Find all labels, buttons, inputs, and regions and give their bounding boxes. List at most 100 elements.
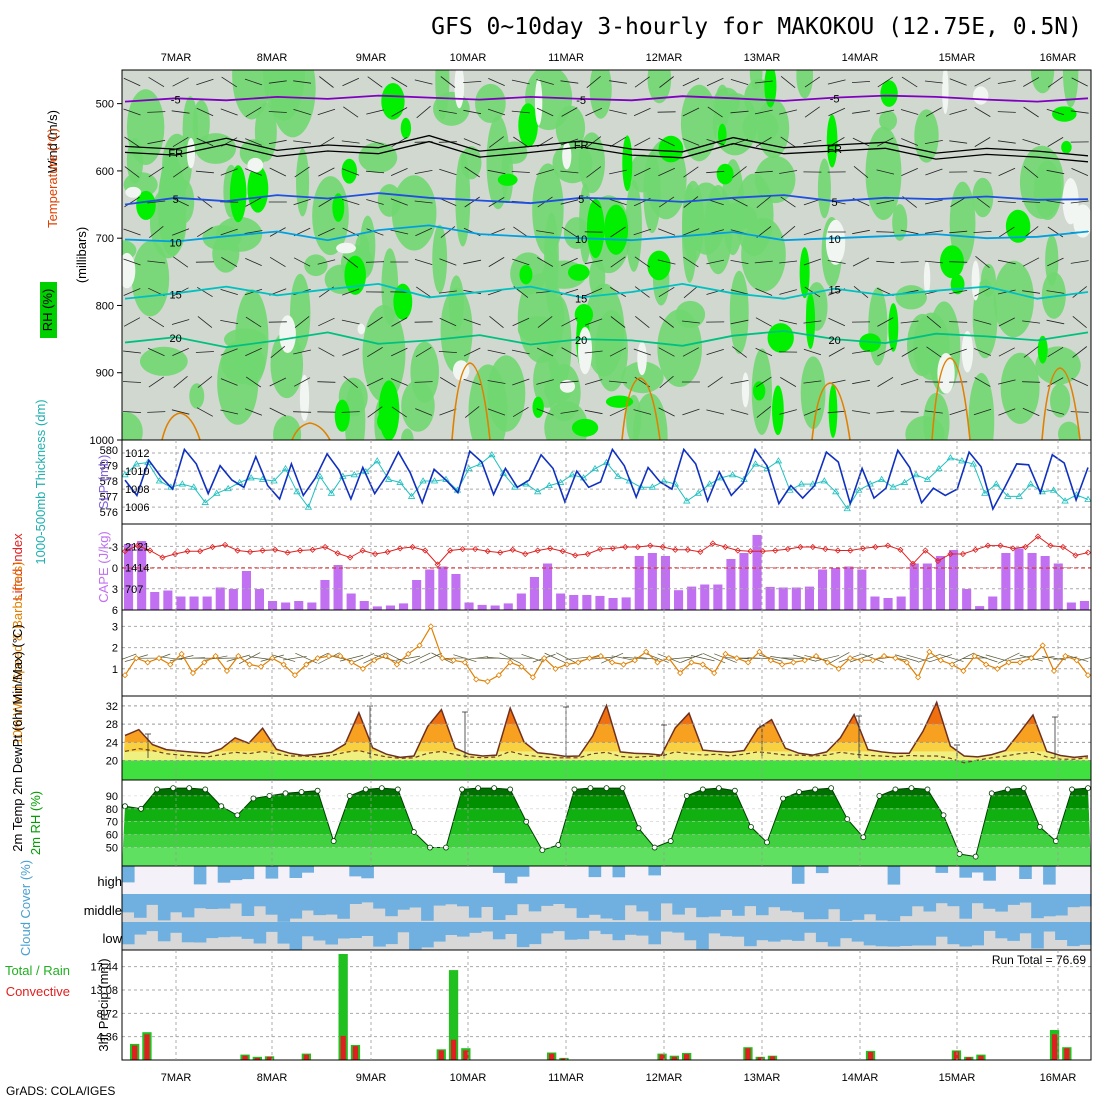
thickness-point xyxy=(591,464,599,472)
wind-barb xyxy=(924,260,943,264)
thickness-point xyxy=(637,483,645,490)
wind-barb xyxy=(610,256,626,268)
wind-barb xyxy=(876,109,895,115)
cloud-cell xyxy=(528,922,542,945)
wind-barb xyxy=(682,408,700,416)
wind-barb xyxy=(487,169,506,175)
cape-bar xyxy=(425,569,435,610)
wind-barb xyxy=(195,170,214,174)
wind-barb xyxy=(634,76,650,88)
lifted-index-point xyxy=(1022,543,1029,551)
cape-bar xyxy=(700,584,710,610)
cloud-cell xyxy=(588,894,602,915)
wind-barb xyxy=(386,652,408,664)
rh-patch xyxy=(892,204,908,241)
wind-barb xyxy=(827,260,846,264)
wind10m-point xyxy=(609,659,616,666)
wind-barb xyxy=(245,316,262,328)
wind-barb xyxy=(415,227,432,237)
wind-barb xyxy=(123,77,141,87)
cloud-cell xyxy=(145,922,159,932)
precip-convective-bar xyxy=(671,1056,677,1060)
thickness-point xyxy=(625,477,634,484)
wind10m-point xyxy=(529,674,536,681)
isotherm-label: FR xyxy=(827,144,842,156)
lifted-index-point xyxy=(622,543,629,551)
rh-patch-high xyxy=(377,410,394,432)
cloud-cell xyxy=(1055,922,1068,940)
isotherm-label: 5 xyxy=(578,194,584,206)
cloud-cell xyxy=(504,866,518,884)
wind-barb xyxy=(367,76,383,88)
rh-patch-high xyxy=(381,82,405,120)
thickness-point xyxy=(935,464,943,472)
wind-barb xyxy=(464,196,480,208)
millibars-label: (millibars) xyxy=(74,227,89,283)
wind-barb xyxy=(122,381,142,383)
date-label-bottom: 11MAR xyxy=(548,1072,584,1084)
wind-barb xyxy=(1076,657,1091,662)
cloud-cell xyxy=(540,922,554,934)
wind-barb xyxy=(220,289,238,295)
cape-bar xyxy=(150,592,160,610)
rh-patch xyxy=(680,84,718,162)
rh-patch xyxy=(1019,145,1064,219)
wind-barb xyxy=(561,107,578,117)
wind-barb xyxy=(343,106,359,118)
lifted-index-point xyxy=(359,547,366,554)
wind-barb xyxy=(1047,76,1063,88)
wind-barb xyxy=(803,348,822,356)
wind-barb xyxy=(815,655,840,662)
wind10m-point xyxy=(427,623,434,630)
wind-barb xyxy=(453,654,477,663)
wind-barb xyxy=(415,408,433,416)
wind10m-point xyxy=(461,659,468,666)
rh-patch-high xyxy=(568,264,590,281)
lifted-index-point xyxy=(184,548,191,555)
wind-barb xyxy=(172,136,189,148)
wind-barb xyxy=(171,319,190,325)
wind-barb xyxy=(852,229,870,235)
cape-bar xyxy=(412,580,422,610)
slp-tick-label: 1012 xyxy=(125,448,149,460)
wind-barb xyxy=(269,377,287,387)
wind-barb xyxy=(560,80,579,84)
lifted-index-point xyxy=(1072,552,1079,559)
precip-total-bar xyxy=(448,970,459,1060)
ytick-label: 700 xyxy=(96,233,114,245)
wind10m-point xyxy=(677,669,684,677)
wind10m-point xyxy=(201,659,208,666)
cloud-cell xyxy=(1007,922,1020,941)
cloud-cell xyxy=(265,922,279,932)
wind10m-point xyxy=(507,659,514,666)
rh-patch-high xyxy=(344,255,366,295)
wind-barb xyxy=(391,107,408,117)
wind-barb xyxy=(852,137,870,147)
wind-barb xyxy=(683,166,699,178)
precip-convective-bar xyxy=(684,1054,690,1060)
precip-total-bar xyxy=(338,954,348,1060)
cape-bar xyxy=(844,566,854,610)
rh-patch-dry xyxy=(562,142,572,170)
wind-barb xyxy=(730,260,749,264)
wind10m-point xyxy=(688,659,695,666)
temp-tick-label: 28 xyxy=(106,719,118,731)
wind10m-point xyxy=(665,655,672,662)
lifted-index-point xyxy=(672,546,679,553)
isotherm-label: 20 xyxy=(828,335,840,347)
wind-barb xyxy=(1046,409,1065,415)
wind-barb xyxy=(390,378,408,386)
wind-barb xyxy=(366,139,384,145)
wind-barb xyxy=(852,410,870,414)
panel-frame xyxy=(121,609,1092,697)
wind-barb xyxy=(924,140,943,144)
lifted-index-label: Lifted Index xyxy=(10,533,25,601)
thickness-point xyxy=(1004,492,1012,499)
wind-barb xyxy=(197,376,213,388)
lifted-index-point xyxy=(784,546,791,553)
isotherm-label: 10 xyxy=(170,238,182,250)
precip-convective-bar xyxy=(659,1054,665,1060)
cloud-cell xyxy=(696,922,709,950)
lifted-index-point xyxy=(159,554,166,561)
wind-barb xyxy=(730,319,749,325)
